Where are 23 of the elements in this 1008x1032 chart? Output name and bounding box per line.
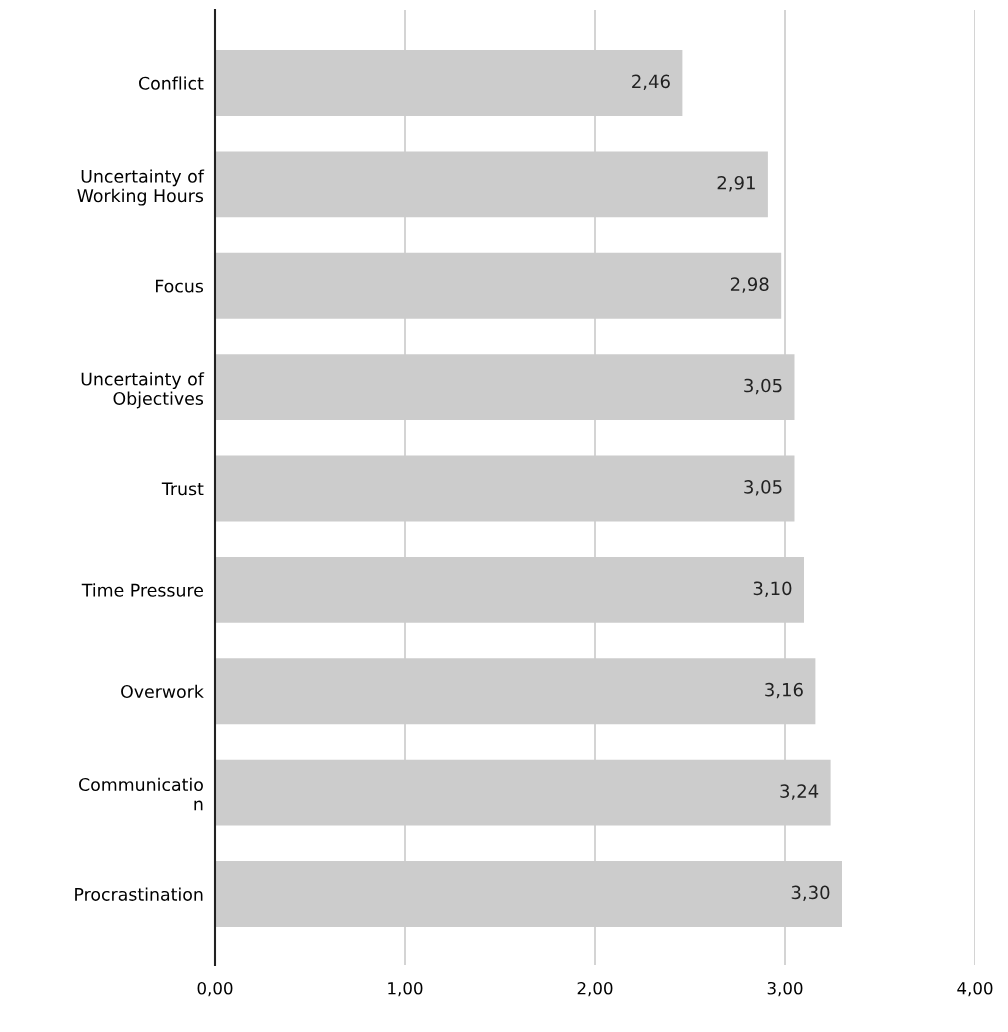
y-tick-label: Trust	[161, 482, 204, 496]
x-tick-label: 1,00	[388, 981, 423, 997]
data-label: 3,10	[753, 581, 792, 597]
y-tick-label: Conflict	[139, 76, 204, 90]
data-label: 3,05	[744, 480, 782, 496]
data-label: 3,16	[765, 682, 803, 699]
y-tick-label: Procrastination	[75, 887, 203, 901]
y-tick-label: Focus	[156, 279, 204, 293]
data-label: 3,30	[791, 885, 830, 902]
y-tick-label: Communicatio n	[79, 777, 203, 811]
x-tick-label: 3,00	[767, 981, 803, 997]
y-tick-label: Overwork	[121, 684, 204, 699]
x-tick-label: 0,00	[197, 981, 233, 997]
data-label: 3,24	[780, 784, 819, 800]
data-label: 2,98	[730, 277, 769, 293]
data-label: 2,46	[632, 74, 670, 91]
data-label: 2,91	[717, 175, 755, 192]
x-tick-label: 4,00	[957, 981, 993, 997]
x-tick-label: 2,00	[577, 981, 613, 997]
y-tick-label: Uncertainty of Objectives	[81, 372, 205, 409]
y-tick-label: Time Pressure	[81, 583, 203, 597]
data-label: 3,05	[744, 378, 782, 395]
y-tick-label: Uncertainty of Working Hours	[77, 169, 205, 206]
